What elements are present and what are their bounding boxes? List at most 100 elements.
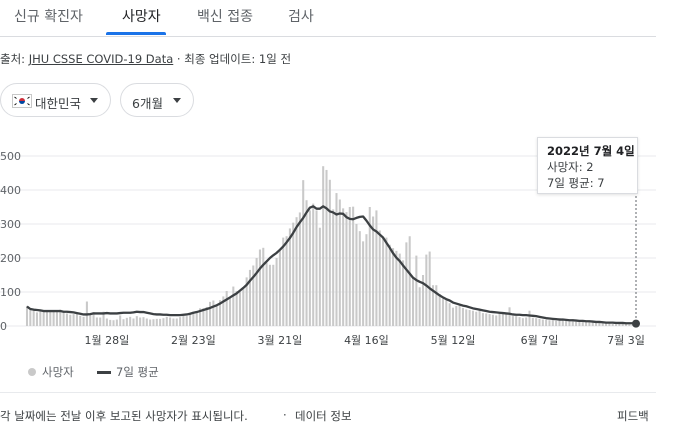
bar	[288, 228, 291, 326]
source-prefix: 출처:	[0, 52, 29, 66]
tab-vaccinations[interactable]: 백신 접종	[197, 9, 253, 25]
legend-bars-swatch	[28, 368, 36, 376]
active-tab-indicator	[106, 32, 166, 35]
bar	[415, 255, 418, 326]
daily-deaths-bars	[25, 166, 638, 326]
bar	[278, 250, 281, 326]
bar	[72, 314, 75, 326]
bar	[451, 307, 454, 326]
bar	[435, 285, 438, 326]
y-tick-label: 0	[0, 320, 7, 333]
bar	[501, 313, 504, 326]
bar	[358, 231, 361, 326]
y-tick-label: 500	[0, 150, 21, 163]
legend-line-label: 7일 평균	[116, 365, 159, 379]
bar	[112, 320, 115, 326]
bar	[312, 203, 315, 326]
bar	[405, 242, 408, 326]
tab-new-cases[interactable]: 신규 확진자	[14, 9, 83, 25]
bar	[149, 319, 152, 326]
bar	[119, 315, 122, 326]
tooltip-average: 7일 평균: 7	[547, 176, 605, 190]
bar	[32, 310, 35, 326]
bar	[92, 312, 95, 326]
bar	[418, 287, 421, 326]
tab-tests[interactable]: 검사	[288, 9, 314, 25]
data-info-link[interactable]: 데이터 정보	[295, 409, 352, 423]
bar	[548, 320, 551, 326]
bar	[45, 310, 48, 326]
bar	[282, 237, 285, 326]
bar	[565, 320, 568, 326]
deaths-chart[interactable]: 500 400 300 200 100 0 1월 28일 2월 23일 3월 21일 4월 16…	[0, 120, 656, 350]
bar	[412, 278, 415, 326]
bar	[255, 258, 258, 326]
bar	[139, 317, 142, 326]
feedback-link[interactable]: 피드백	[617, 409, 649, 423]
bar	[222, 296, 225, 326]
x-tick-label: 1월 28일	[85, 333, 130, 347]
bar	[535, 318, 538, 326]
bar	[342, 208, 345, 326]
bar	[189, 312, 192, 326]
y-tick-label: 400	[0, 184, 21, 197]
tab-deaths[interactable]: 사망자	[122, 9, 161, 25]
bar	[295, 217, 298, 326]
bar	[39, 311, 42, 326]
bar	[624, 323, 628, 326]
bar	[62, 312, 65, 326]
bar	[125, 317, 128, 326]
legend-bars-label: 사망자	[42, 365, 74, 379]
bar	[571, 319, 574, 326]
bar	[461, 307, 464, 326]
bar	[165, 316, 168, 326]
bar	[518, 317, 521, 326]
x-tick-label: 4월 16일	[344, 333, 389, 347]
bar	[318, 227, 321, 326]
bar	[392, 248, 395, 326]
bar	[605, 321, 608, 326]
bar	[258, 249, 261, 326]
bar	[448, 303, 451, 326]
bar	[262, 247, 265, 326]
y-tick-label: 200	[0, 252, 21, 265]
bar	[505, 314, 508, 326]
bar	[588, 321, 591, 326]
period-dropdown[interactable]: 6개월	[120, 83, 194, 117]
bar	[511, 316, 514, 326]
bar	[425, 254, 428, 326]
bar	[35, 312, 39, 326]
bar	[305, 200, 308, 326]
bar	[225, 290, 228, 326]
bar	[292, 222, 295, 326]
bar	[568, 321, 571, 326]
bar	[372, 216, 375, 326]
bar	[322, 166, 325, 326]
bar	[152, 319, 155, 326]
bar	[122, 319, 125, 326]
bar	[585, 322, 588, 326]
bar	[598, 322, 601, 326]
x-tick-label: 2월 23일	[171, 333, 216, 347]
bar	[608, 323, 611, 326]
bar	[115, 319, 118, 326]
bar	[55, 310, 58, 326]
bar	[145, 318, 148, 326]
bar	[515, 316, 518, 326]
country-dropdown[interactable]: 대한민국	[0, 83, 111, 117]
source-link[interactable]: JHU CSSE COVID-19 Data	[28, 52, 174, 66]
bar	[162, 318, 165, 326]
bar	[471, 310, 474, 326]
bar	[555, 320, 558, 326]
bar	[388, 244, 391, 326]
bar	[481, 313, 484, 326]
bar	[385, 237, 388, 326]
x-axis-ticks: 1월 28일 2월 23일 3월 21일 4월 16일 5월 12일 6월 7일 7월 3일	[85, 333, 645, 347]
bar	[528, 310, 531, 326]
bar	[135, 316, 138, 326]
bar	[175, 318, 178, 326]
bar	[25, 305, 29, 326]
bar	[431, 285, 435, 326]
bar	[79, 315, 82, 326]
bar	[142, 317, 145, 326]
